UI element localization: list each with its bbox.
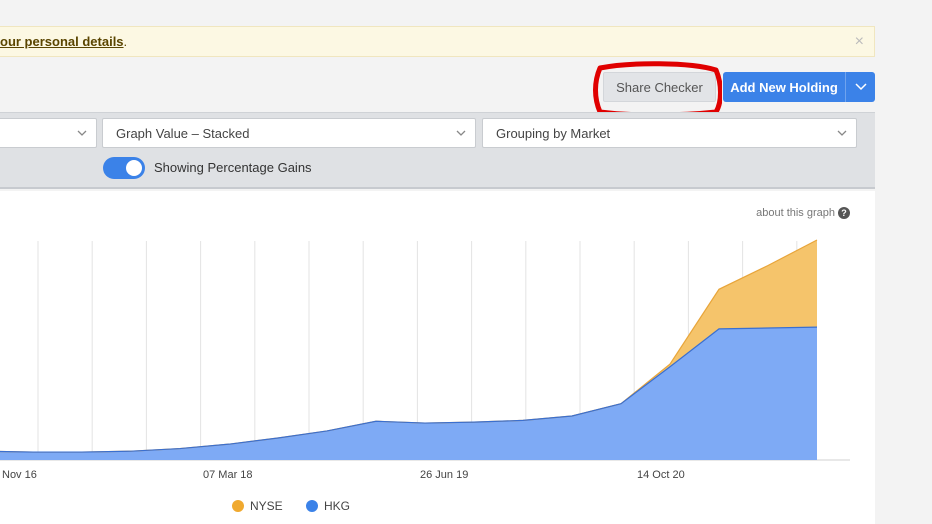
line-hkg bbox=[0, 326, 818, 453]
personal-details-link[interactable]: our personal details bbox=[0, 34, 124, 49]
graph-panel: about this graph ? Nov 16 07 Mar 18 26 J… bbox=[0, 191, 875, 524]
legend-dot-hkg bbox=[306, 500, 318, 512]
legend-dot-nyse bbox=[232, 500, 244, 512]
close-icon[interactable]: × bbox=[854, 33, 864, 50]
help-icon: ? bbox=[838, 207, 850, 219]
percentage-gains-toggle[interactable] bbox=[103, 157, 145, 179]
x-tick-label: Nov 16 bbox=[2, 469, 37, 481]
add-holding-dropdown-toggle[interactable] bbox=[846, 72, 875, 102]
legend-label-nyse: NYSE bbox=[250, 499, 283, 513]
notice-suffix: . bbox=[123, 34, 128, 49]
grouping-select-value: Grouping by Market bbox=[496, 125, 611, 141]
graph-value-select[interactable]: Graph Value – Stacked bbox=[102, 118, 476, 148]
legend-item-hkg[interactable]: HKG bbox=[306, 499, 350, 513]
share-checker-button[interactable]: Share Checker bbox=[603, 72, 716, 102]
x-tick-label: 26 Jun 19 bbox=[420, 469, 469, 481]
graph-controls: Graph Value – Stacked Grouping by Market… bbox=[0, 112, 875, 189]
performance-chart bbox=[0, 239, 850, 461]
chevron-down-icon bbox=[77, 130, 87, 136]
x-tick-label: 14 Oct 20 bbox=[637, 469, 685, 481]
graph-value-select-value: Graph Value – Stacked bbox=[116, 125, 250, 141]
chevron-down-icon bbox=[854, 83, 867, 91]
notice-bar: our personal details . × bbox=[0, 26, 875, 57]
percentage-gains-label: Showing Percentage Gains bbox=[154, 160, 312, 175]
about-graph-text: about this graph bbox=[756, 207, 835, 219]
legend-label-hkg: HKG bbox=[324, 499, 351, 513]
add-new-holding-button[interactable]: Add New Holding bbox=[723, 72, 875, 102]
about-graph-link[interactable]: about this graph ? bbox=[756, 207, 850, 219]
grouping-select[interactable]: Grouping by Market bbox=[482, 118, 857, 148]
area-hkg bbox=[0, 327, 817, 460]
chevron-down-icon bbox=[456, 130, 466, 136]
period-select[interactable] bbox=[0, 118, 97, 148]
chevron-down-icon bbox=[837, 130, 847, 136]
legend-item-nyse[interactable]: NYSE bbox=[232, 499, 283, 513]
x-tick-label: 07 Mar 18 bbox=[203, 469, 253, 481]
toggle-knob bbox=[126, 160, 142, 176]
add-holding-label[interactable]: Add New Holding bbox=[723, 72, 846, 102]
